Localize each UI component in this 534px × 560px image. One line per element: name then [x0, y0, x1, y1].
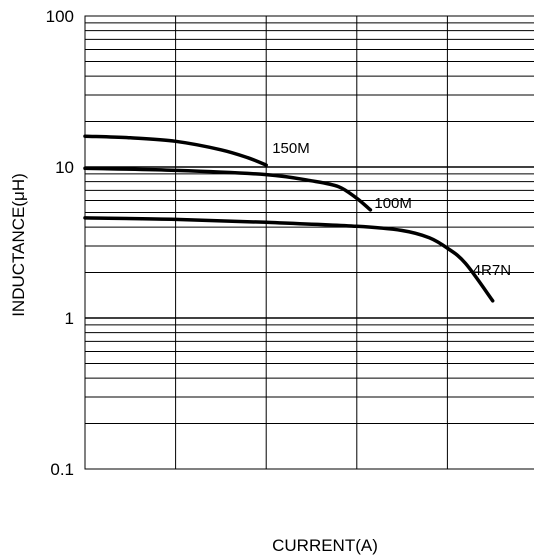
series-label-150M: 150M [272, 140, 310, 157]
series-label-100M: 100M [374, 195, 412, 212]
x-axis-label: CURRENT(A) [272, 536, 378, 555]
y-tick-label: 1 [65, 309, 74, 328]
series-labels: 150M 100M 4R7N [272, 140, 511, 279]
y-tick-label: 0.1 [50, 460, 74, 479]
y-tick-label: 100 [46, 7, 74, 26]
series-line-150M [83, 134, 268, 167]
series-label-4R7N: 4R7N [473, 262, 511, 279]
series-lines [83, 134, 495, 303]
series-line-100M [83, 166, 373, 212]
y-tick-label: 10 [55, 158, 74, 177]
series-line-4R7N [83, 216, 495, 303]
plot-border [84, 15, 534, 470]
y-tick-labels: 100 10 1 0.1 [46, 7, 74, 479]
grid [85, 16, 534, 469]
y-axis-label: INDUCTANCE(μH) [9, 173, 28, 317]
